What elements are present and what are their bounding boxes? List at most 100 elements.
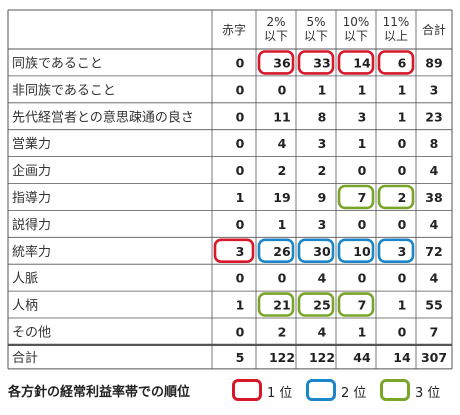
cell-value: 3 xyxy=(358,109,367,124)
cell-value: 0 xyxy=(398,271,407,286)
cell-value: 0 xyxy=(358,163,367,178)
rank-3-marker xyxy=(377,184,415,210)
total-cell-value: 122 xyxy=(309,350,335,365)
legend-label-rank-2: 2 位 xyxy=(341,386,367,401)
cell-value: 0 xyxy=(236,109,245,124)
total-cell-value: 14 xyxy=(393,350,411,365)
rank-1-marker xyxy=(257,50,295,75)
row-label: 同族であること xyxy=(12,55,103,71)
cell-value: 0 xyxy=(278,271,287,286)
cell-value: 38 xyxy=(425,190,442,205)
column-header-line: 以下 xyxy=(304,29,328,43)
cell-value: 4 xyxy=(318,271,327,286)
rank-3-marker xyxy=(297,292,335,317)
cell-value: 36 xyxy=(273,55,291,70)
legend-title: 各方針の経常利益率帯での順位 xyxy=(8,385,191,400)
cell-value: 25 xyxy=(313,298,330,313)
cell-value: 4 xyxy=(278,136,287,151)
column-header: 赤字 xyxy=(222,22,246,37)
cell-value: 9 xyxy=(318,190,327,205)
rank-legend: 各方針の経常利益率帯での順位 1 位 2 位 3 位 xyxy=(0,374,460,410)
cell-value: 2 xyxy=(278,163,287,178)
column-header-line: 5% xyxy=(306,15,325,29)
cell-value: 0 xyxy=(358,271,367,286)
cell-value: 33 xyxy=(313,55,330,70)
cell-value: 0 xyxy=(236,324,245,339)
row-label: 統率力 xyxy=(12,244,51,260)
legend-label-rank-3: 3 位 xyxy=(415,386,441,401)
cell-value: 1 xyxy=(398,298,407,313)
cell-value: 1 xyxy=(278,217,287,232)
cell-value: 1 xyxy=(236,190,245,205)
cell-value: 19 xyxy=(273,190,290,205)
cell-value: 72 xyxy=(425,244,442,259)
rank-1-marker xyxy=(297,50,335,75)
rank-3-marker xyxy=(257,292,295,317)
cell-value: 0 xyxy=(236,82,245,97)
cell-value: 0 xyxy=(236,217,245,232)
rank-1-marker xyxy=(377,50,415,75)
row-label: 非同族であること xyxy=(12,82,116,98)
cell-value: 1 xyxy=(358,136,367,151)
total-cell-value: 122 xyxy=(269,350,295,365)
cell-value: 3 xyxy=(236,244,245,259)
cell-value: 4 xyxy=(430,217,439,232)
rank-3-marker xyxy=(337,184,375,210)
cell-value: 4 xyxy=(318,324,327,339)
rank-2-marker xyxy=(297,238,335,264)
column-header-line: 以下 xyxy=(344,29,368,43)
cell-value: 0 xyxy=(236,271,245,286)
cell-value: 0 xyxy=(236,55,245,70)
row-label: 人柄 xyxy=(12,299,38,314)
cell-value: 0 xyxy=(398,163,407,178)
cell-value: 4 xyxy=(430,163,439,178)
rank-2-marker xyxy=(377,238,415,264)
column-header-line: 以下 xyxy=(264,29,288,43)
cell-value: 7 xyxy=(358,190,367,205)
row-label: その他 xyxy=(12,325,51,340)
cell-value: 3 xyxy=(318,217,327,232)
column-header-line: 10% xyxy=(343,15,370,29)
cell-value: 1 xyxy=(398,82,407,97)
cell-value: 1 xyxy=(398,109,407,124)
legend-label-rank-1: 1 位 xyxy=(267,386,293,401)
cell-value: 7 xyxy=(430,324,439,339)
cell-value: 3 xyxy=(318,136,327,151)
cell-value: 11 xyxy=(273,109,290,124)
row-label: 企画力 xyxy=(12,163,51,179)
cell-value: 1 xyxy=(358,324,367,339)
cell-value: 2 xyxy=(318,163,327,178)
cell-value: 3 xyxy=(398,244,407,259)
total-cell-value: 307 xyxy=(421,350,447,365)
cell-value: 0 xyxy=(398,217,407,232)
column-header-line: 以上 xyxy=(384,29,408,43)
cell-value: 8 xyxy=(318,109,327,124)
cell-value: 30 xyxy=(313,244,331,259)
rank-1-marker xyxy=(337,50,375,75)
cell-value: 23 xyxy=(425,109,442,124)
cell-value: 55 xyxy=(425,298,442,313)
cell-value: 1 xyxy=(358,82,367,97)
cell-value: 6 xyxy=(398,55,407,70)
cell-value: 3 xyxy=(430,82,439,97)
cell-value: 10 xyxy=(353,244,371,259)
row-label: 人脈 xyxy=(12,272,38,287)
row-label: 説得力 xyxy=(12,217,51,233)
legend-swatch-rank-2 xyxy=(306,379,336,401)
cell-value: 14 xyxy=(353,55,371,70)
cell-value: 2 xyxy=(398,190,407,205)
legend-swatch-rank-1 xyxy=(232,379,262,401)
rank-2-marker xyxy=(337,238,375,264)
total-row-label: 合計 xyxy=(12,350,38,366)
rank-2-marker xyxy=(257,238,295,264)
cell-value: 1 xyxy=(318,82,327,97)
legend-swatch-rank-3 xyxy=(380,379,410,401)
cell-value: 0 xyxy=(278,82,287,97)
cell-value: 0 xyxy=(236,136,245,151)
cell-value: 0 xyxy=(398,136,407,151)
column-header-line: 2% xyxy=(266,15,285,29)
total-cell-value: 5 xyxy=(236,350,245,365)
rank-1-marker xyxy=(213,238,255,264)
cell-value: 1 xyxy=(236,298,245,313)
